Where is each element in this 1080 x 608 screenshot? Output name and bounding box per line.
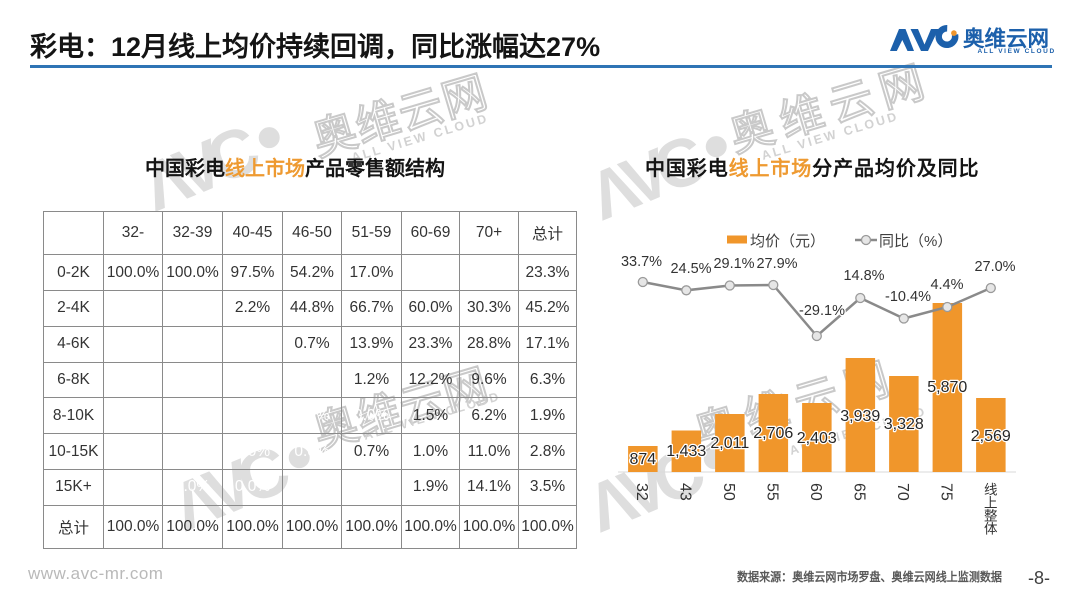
svg-text:2,569: 2,569 xyxy=(971,428,1011,445)
svg-text:70: 70 xyxy=(894,483,911,501)
svg-text:2,403: 2,403 xyxy=(797,430,837,447)
svg-text:75: 75 xyxy=(938,483,955,501)
svg-text:55: 55 xyxy=(764,483,781,501)
svg-text:24.5%: 24.5% xyxy=(670,261,711,277)
svg-text:线: 线 xyxy=(984,483,998,498)
svg-text:奥维云网: 奥维云网 xyxy=(963,26,1049,51)
svg-text:14.8%: 14.8% xyxy=(843,268,884,284)
svg-text:5,870: 5,870 xyxy=(927,379,967,396)
svg-text:均价（元）: 均价（元） xyxy=(750,233,825,250)
svg-text:874: 874 xyxy=(629,451,656,468)
svg-text:1,433: 1,433 xyxy=(666,443,706,460)
svg-text:32: 32 xyxy=(633,483,650,501)
svg-text:65: 65 xyxy=(851,483,868,501)
svg-text:33.7%: 33.7% xyxy=(621,254,662,270)
svg-text:2,011: 2,011 xyxy=(710,435,749,452)
svg-text:上: 上 xyxy=(984,496,998,511)
svg-text:-29.1%: -29.1% xyxy=(799,303,845,319)
svg-text:3,939: 3,939 xyxy=(840,408,880,425)
svg-text:体: 体 xyxy=(984,522,998,537)
svg-text:奥维云网: 奥维云网 xyxy=(724,56,937,162)
svg-text:29.1%: 29.1% xyxy=(713,256,754,272)
svg-text:同比（%）: 同比（%） xyxy=(879,233,952,250)
svg-text:-10.4%: -10.4% xyxy=(885,289,931,305)
svg-text:27.9%: 27.9% xyxy=(756,256,797,272)
svg-text:4.4%: 4.4% xyxy=(930,277,963,293)
svg-text:43: 43 xyxy=(677,483,694,501)
svg-text:27.0%: 27.0% xyxy=(974,259,1015,275)
svg-text:3,328: 3,328 xyxy=(884,416,924,433)
svg-text:整: 整 xyxy=(984,509,998,524)
svg-text:ALL VIEW CLOUD: ALL VIEW CLOUD xyxy=(978,48,1056,55)
svg-text:60: 60 xyxy=(807,483,824,501)
svg-text:50: 50 xyxy=(720,483,737,501)
svg-text:2,706: 2,706 xyxy=(753,425,793,442)
